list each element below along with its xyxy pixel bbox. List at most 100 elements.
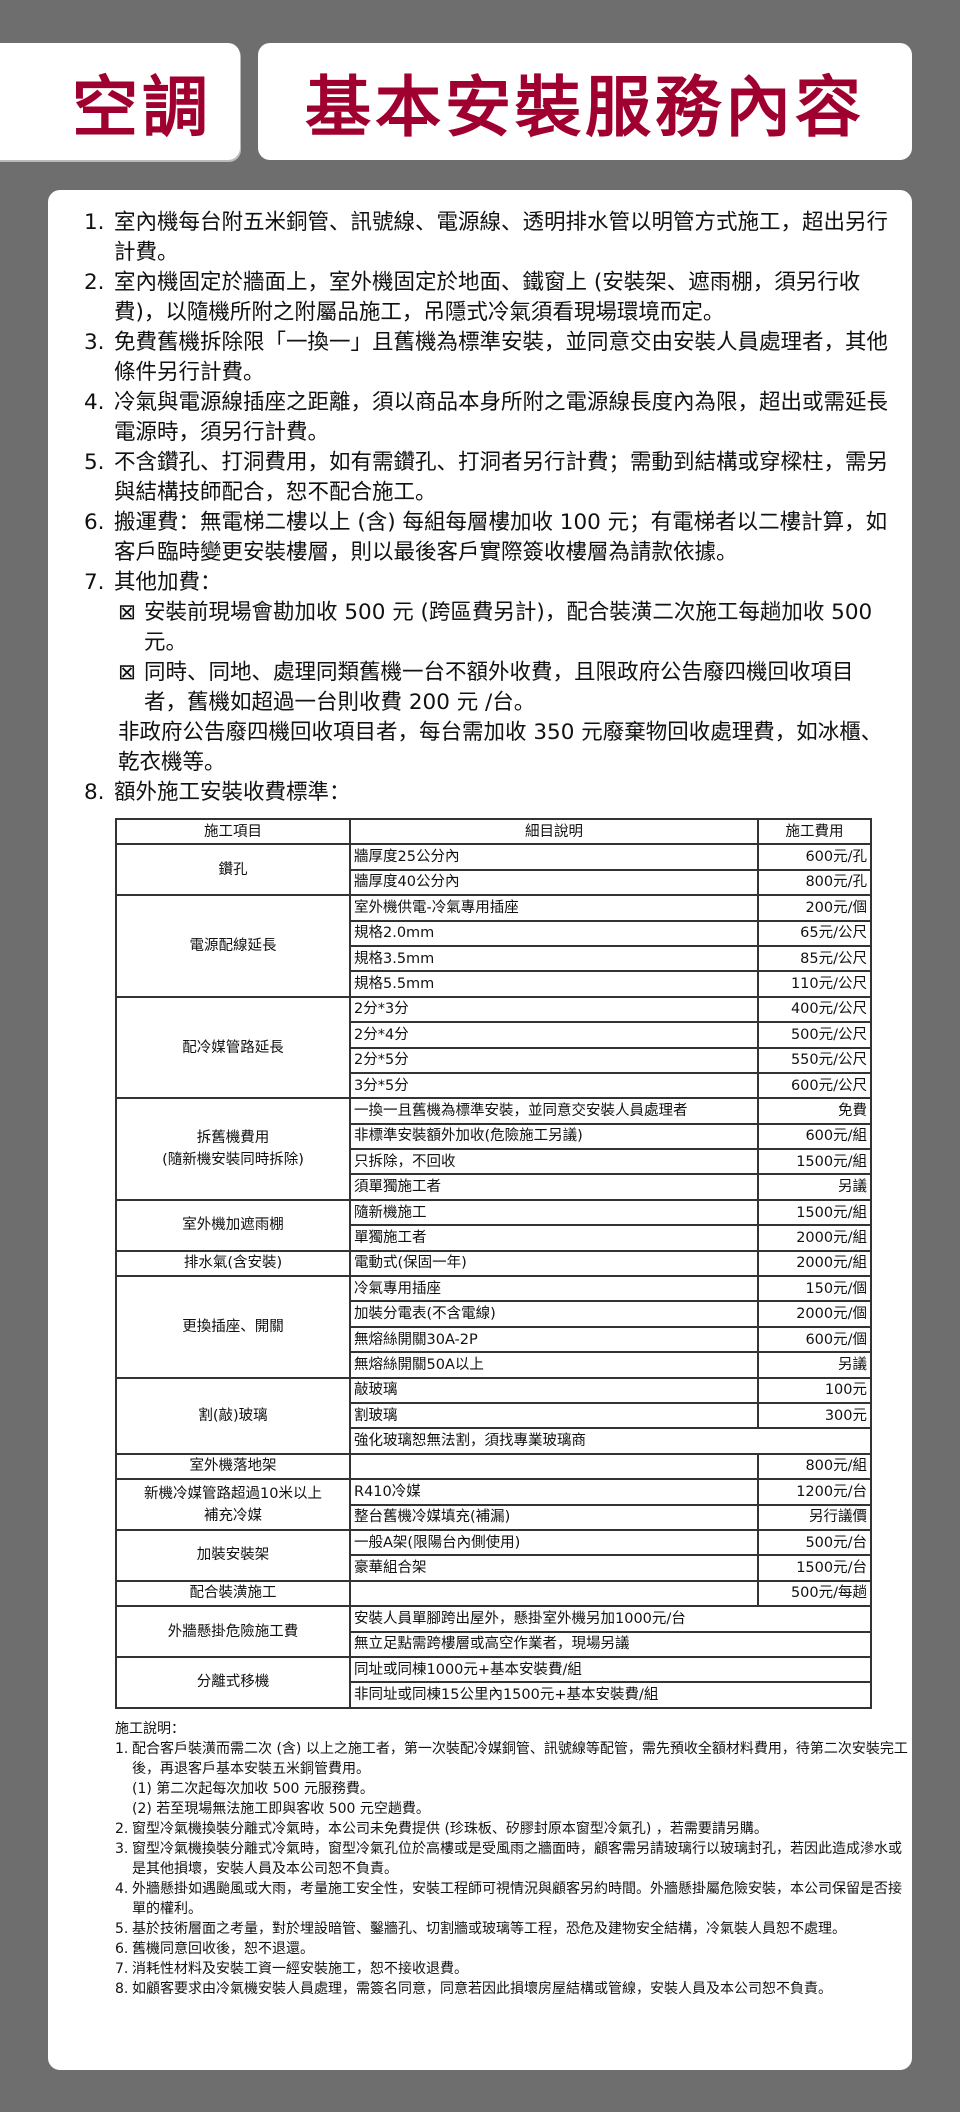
- table-row: 2分*5分 550元/公尺: [116, 1046, 872, 1074]
- sub-item-text: 同時、同地、處理同類舊機一台不額外收費，且限政府公告廢四機回收項目者，舊機如超過…: [144, 660, 854, 715]
- detail-cell: 安裝人員單腳跨出屋外，懸掛室外機另加1000元/台: [349, 1605, 872, 1633]
- item-text: 額外施工安裝收費標準：: [114, 780, 351, 805]
- checkbox-bullet-icon: ⊠: [118, 600, 137, 625]
- item-text: 其他加費：: [114, 570, 222, 595]
- fee-cell: 另議: [757, 1351, 872, 1379]
- list-item: 3. 免費舊機拆除限「一換一」且舊機為標準安裝，並同意交由安裝人員處理者，其他條件…: [84, 328, 894, 388]
- table-row: 分離式移機 同址或同棟1000元+基本安裝費/組: [115, 1655, 872, 1709]
- item-cell: 電源配線延長: [115, 894, 351, 998]
- sub-item: ⊠ 同時、同地、處理同類舊機一台不額外收費，且限政府公告廢四機回收項目者，舊機如超…: [84, 658, 894, 718]
- item-number: 6.: [84, 510, 105, 535]
- sub-item: ⊠ 安裝前現場會勘加收 500 元 (跨區費另計)，配合裝潢二次施工每趟加收 50…: [84, 598, 894, 658]
- header-detail: 細目說明: [349, 817, 759, 846]
- table-row: 加裝分電表(不含電線) 2000元/個: [116, 1300, 872, 1328]
- item-cell: 配合裝潢施工: [115, 1579, 351, 1608]
- detail-cell: 同址或同棟1000元+基本安裝費/組: [349, 1655, 872, 1684]
- table-row: 整台舊機冷媒填充(補漏) 另行議價: [116, 1503, 872, 1531]
- fee-cell: 另議: [757, 1173, 872, 1201]
- detail-cell: 無立足點需跨樓層或高空作業者，現場另議: [349, 1630, 872, 1658]
- fee-cell: 600元/孔: [757, 843, 872, 871]
- header-left-title: 空調: [72, 68, 212, 146]
- note-text: 如顧客要求由冷氣機安裝人員處理，需簽名同意，同意若因此損壞房屋結構或管線，安裝人…: [132, 1980, 832, 1997]
- item-cell: 更換插座、開關: [115, 1275, 351, 1379]
- item-number: 4.: [84, 390, 105, 415]
- item-text: 室內機每台附五米銅管、訊號線、電源線、透明排水管以明管方式施工，超出另行計費。: [114, 210, 889, 265]
- note-item: 4. 外牆懸掛如遇颱風或大雨，考量施工安全性，安裝工程師可視情況與顧客另約時間。外…: [115, 1879, 915, 1919]
- fee-cell: 600元/個: [757, 1325, 872, 1354]
- note-item: 7. 消耗性材料及安裝工資一經安裝施工，恕不接收退費。: [115, 1959, 915, 1979]
- note-number: 2.: [115, 1820, 129, 1837]
- note-number: 8.: [115, 1980, 129, 1997]
- item-text: 免費舊機拆除限「一換一」且舊機為標準安裝，並同意交由安裝人員處理者，其他條件另行…: [114, 330, 889, 385]
- header-right-box: 基本安裝服務內容: [258, 43, 912, 160]
- item-text: 搬運費：無電梯二樓以上 (含) 每組每層樓加收 100 元；有電梯者以二樓計算，…: [114, 510, 888, 565]
- fee-cell: 600元/組: [757, 1122, 872, 1151]
- fee-cell: 500元/台: [757, 1528, 872, 1557]
- table-row: 外牆懸掛危險施工費 安裝人員單腳跨出屋外，懸掛室外機另加1000元/台: [115, 1605, 872, 1658]
- table-row: 無熔絲開關50A以上 另議: [116, 1351, 872, 1379]
- table-row: 牆厚度40公分內 800元/孔: [116, 868, 872, 897]
- detail-cell: 非同址或同棟15公里內1500元+基本安裝費/組: [349, 1681, 872, 1709]
- detail-cell: 規格2.0mm: [349, 919, 759, 947]
- detail-cell: 無熔絲開關30A-2P: [349, 1325, 759, 1354]
- table-header-row: 施工項目 細目說明 施工費用: [115, 817, 872, 846]
- item-cell: 加裝安裝架: [115, 1528, 351, 1582]
- detail-cell: 2分*3分: [349, 995, 759, 1024]
- construction-notes: 施工說明： 1. 配合客戶裝潢而需二次 (含) 以上之施工者，第一次裝配冷媒銅管、…: [115, 1719, 915, 1999]
- detail-cell: 規格3.5mm: [349, 944, 759, 973]
- table-row: 排水氣(含安裝) 電動式(保固一年) 2000元/組: [115, 1249, 872, 1278]
- detail-cell: 非標準安裝額外加收(危險施工另議): [349, 1122, 759, 1151]
- detail-cell: 牆厚度25公分內: [349, 843, 759, 871]
- table-row: 規格2.0mm 65元/公尺: [116, 919, 872, 947]
- detail-cell: 強化玻璃恕無法割，須找專業玻璃商: [349, 1427, 872, 1455]
- item-cell: 鑽孔: [115, 843, 351, 897]
- table-row: 加裝安裝架 一般A架(限陽台內側使用) 500元/台: [115, 1528, 872, 1582]
- table-row: 3分*5分 600元/公尺: [116, 1071, 872, 1100]
- note-number: 4.: [115, 1880, 129, 1897]
- table-row: 非同址或同棟15公里內1500元+基本安裝費/組: [116, 1681, 872, 1709]
- list-item: 5. 不含鑽孔、打洞費用，如有需鑽孔、打洞者另行計費；需動到結構或穿樑柱，需另與結…: [84, 448, 894, 508]
- detail-cell: 單獨施工者: [349, 1224, 759, 1252]
- fee-cell: 500元/每趟: [757, 1579, 872, 1608]
- table-row: 配冷媒管路延長 2分*3分 400元/公尺: [115, 995, 872, 1100]
- item-text: 不含鑽孔、打洞費用，如有需鑽孔、打洞者另行計費；需動到結構或穿樑柱，需另與結構技…: [114, 450, 889, 505]
- fee-cell: 800元/孔: [757, 868, 872, 897]
- fee-cell: 600元/公尺: [757, 1071, 872, 1100]
- item-cell: 拆舊機費用 (隨新機安裝同時拆除): [115, 1097, 351, 1201]
- table-row: 割玻璃 300元: [116, 1401, 872, 1430]
- table-row: 鑽孔 牆厚度25公分內 600元/孔: [115, 843, 872, 897]
- table-row: 規格5.5mm 110元/公尺: [116, 970, 872, 998]
- table-row: 配合裝潢施工 500元/每趟: [115, 1579, 872, 1608]
- fee-cell: 免費: [757, 1097, 872, 1125]
- table-row: 只拆除，不回收 1500元/組: [116, 1148, 872, 1176]
- note-item: 8. 如顧客要求由冷氣機安裝人員處理，需簽名同意，同意若因此損壞房屋結構或管線，安…: [115, 1979, 915, 1999]
- table-row: 須單獨施工者 另議: [116, 1173, 872, 1201]
- item-cell: 排水氣(含安裝): [115, 1249, 351, 1278]
- detail-cell: [349, 1579, 759, 1608]
- header-right-title: 基本安裝服務內容: [305, 68, 865, 146]
- note-sub-item: (1) 第二次起每次加收 500 元服務費。: [132, 1780, 374, 1797]
- item-number: 7.: [84, 570, 105, 595]
- sub-item-continuation: 非政府公告廢四機回收項目者，每台需加收 350 元廢棄物回收處理費，如冰櫃、乾衣…: [118, 720, 883, 775]
- item-cell: 割(敲)玻璃: [115, 1376, 351, 1455]
- item-text: 室內機固定於牆面上，室外機固定於地面、鐵窗上 (安裝架、遮雨棚，須另行收費)，以…: [114, 270, 861, 325]
- detail-cell: 規格5.5mm: [349, 970, 759, 998]
- note-text: 舊機同意回收後，恕不退還。: [132, 1940, 314, 1957]
- fee-cell: 150元/個: [757, 1275, 872, 1303]
- detail-cell: 室外機供電-冷氣專用插座: [349, 894, 759, 922]
- note-item: 6. 舊機同意回收後，恕不退還。: [115, 1939, 915, 1959]
- fee-cell: 1200元/台: [757, 1478, 872, 1506]
- fee-cell: 1500元/組: [757, 1148, 872, 1176]
- table-row: 強化玻璃恕無法割，須找專業玻璃商: [116, 1427, 872, 1455]
- fee-cell: 2000元/個: [757, 1300, 872, 1328]
- item-number: 5.: [84, 450, 105, 475]
- fee-cell: 200元/個: [757, 894, 872, 922]
- note-text: 基於技術層面之考量，對於埋設暗管、鑿牆孔、切割牆或玻璃等工程，恐危及建物安全結構…: [132, 1920, 846, 1937]
- table-row: 新機冷媒管路超過10米以上 補充冷媒 R410冷媒 1200元/台: [115, 1478, 872, 1531]
- detail-cell: R410冷媒: [349, 1478, 759, 1506]
- table-row: 室外機加遮雨棚 隨新機施工 1500元/組: [115, 1198, 872, 1252]
- note-text: 消耗性材料及安裝工資一經安裝施工，恕不接收退費。: [132, 1960, 468, 1977]
- item-cell: 室外機加遮雨棚: [115, 1198, 351, 1252]
- fee-cell: 300元: [757, 1401, 872, 1430]
- table-row: 室外機落地架 800元/組: [115, 1452, 872, 1481]
